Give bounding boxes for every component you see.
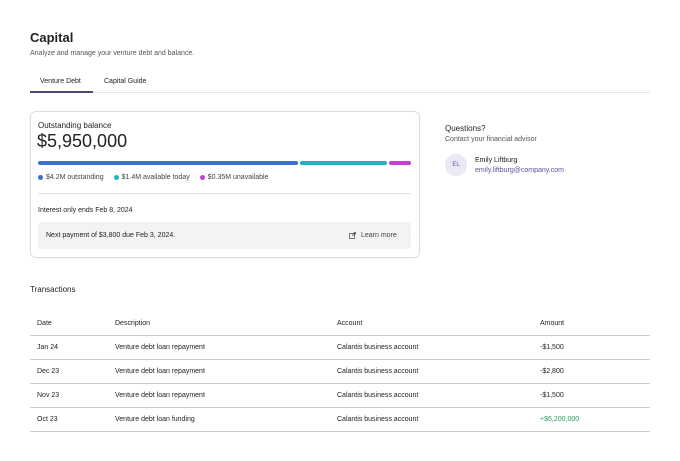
table-cell: Venture debt loan funding [115, 416, 195, 423]
advisor-subheading: Contact your financial advisor [445, 136, 537, 143]
legend-label: $4.2M outstanding [46, 174, 104, 181]
legend-label: $1.4M available today [121, 174, 190, 181]
bar-segment [300, 161, 388, 165]
legend-swatch [38, 175, 43, 180]
table-cell: Calantis business account [337, 392, 419, 399]
column-header: Amount [540, 320, 565, 327]
page-title: Capital [30, 30, 74, 45]
payment-box [38, 222, 411, 249]
avatar: EL [445, 154, 467, 176]
table-row: Dec 23 Venture debt loan repayment Calanti… [30, 359, 650, 384]
table-cell: Calantis business account [337, 368, 419, 375]
tab-divider [30, 92, 650, 93]
balance-card [30, 111, 420, 258]
table-cell: -$1,500 [540, 344, 564, 351]
learn-more-link[interactable]: Learn more [361, 232, 397, 239]
legend-item: $1.4M available today [113, 174, 190, 181]
legend-swatch [113, 175, 119, 180]
advisor-email[interactable]: emily.liftburg@company.com [475, 167, 564, 174]
legend-label: $0.35M unavailable [207, 174, 269, 181]
advisor-name: Emily Liftburg [475, 157, 518, 164]
table-cell: Jan 24 [37, 344, 59, 351]
transactions-title: Transactions [30, 285, 76, 294]
table-row: Oct 23 Venture debt loan funding Calantis … [30, 407, 650, 432]
advisor-heading: Questions? [445, 124, 486, 133]
table-cell: Venture debt loan repayment [115, 392, 205, 399]
table-row: Jan 24 Venture debt loan repayment Calanti… [30, 335, 650, 360]
legend: $4.2M outstanding $1.4M available today $0… [38, 174, 268, 181]
balance-bar [38, 161, 411, 165]
legend-item: $0.35M unavailable [199, 174, 269, 181]
table-cell: Calantis business account [337, 416, 419, 423]
tab[interactable]: Venture Debt [40, 78, 81, 85]
divider [38, 193, 411, 194]
table-row: Nov 23 Venture debt loan repayment Calanti… [30, 383, 650, 408]
link-icon [349, 232, 356, 239]
tab[interactable]: Capital Guide [104, 78, 147, 85]
table-cell: Dec 23 [37, 368, 60, 375]
table-cell: -$1,500 [540, 392, 564, 399]
table-cell: Oct 23 [37, 416, 58, 423]
table-cell: Nov 23 [37, 392, 60, 399]
table-cell: Calantis business account [337, 344, 419, 351]
next-payment: Next payment of $3,800 due Feb 3, 2024. [46, 232, 176, 239]
table-cell: Venture debt loan repayment [115, 368, 205, 375]
tab-underline [30, 91, 93, 93]
legend-swatch [199, 175, 205, 180]
table-cell: Venture debt loan repayment [115, 344, 205, 351]
table-cell: +$6,200,000 [540, 416, 580, 423]
table-header: Date Description Account Amount [30, 311, 650, 336]
bar-segment [389, 161, 411, 165]
table-cell: -$2,800 [540, 368, 564, 375]
balance-amount: $5,950,000 [37, 131, 128, 151]
legend-item: $4.2M outstanding [38, 174, 104, 181]
interest-note: Interest only ends Feb 8, 2024 [38, 207, 133, 214]
page-subtitle: Analyze and manage your venture debt and… [30, 50, 195, 57]
column-header: Date [37, 320, 52, 327]
balance-label: Outstanding balance [38, 121, 112, 130]
column-header: Account [337, 320, 363, 327]
bar-segment [38, 161, 299, 165]
column-header: Description [115, 320, 151, 327]
